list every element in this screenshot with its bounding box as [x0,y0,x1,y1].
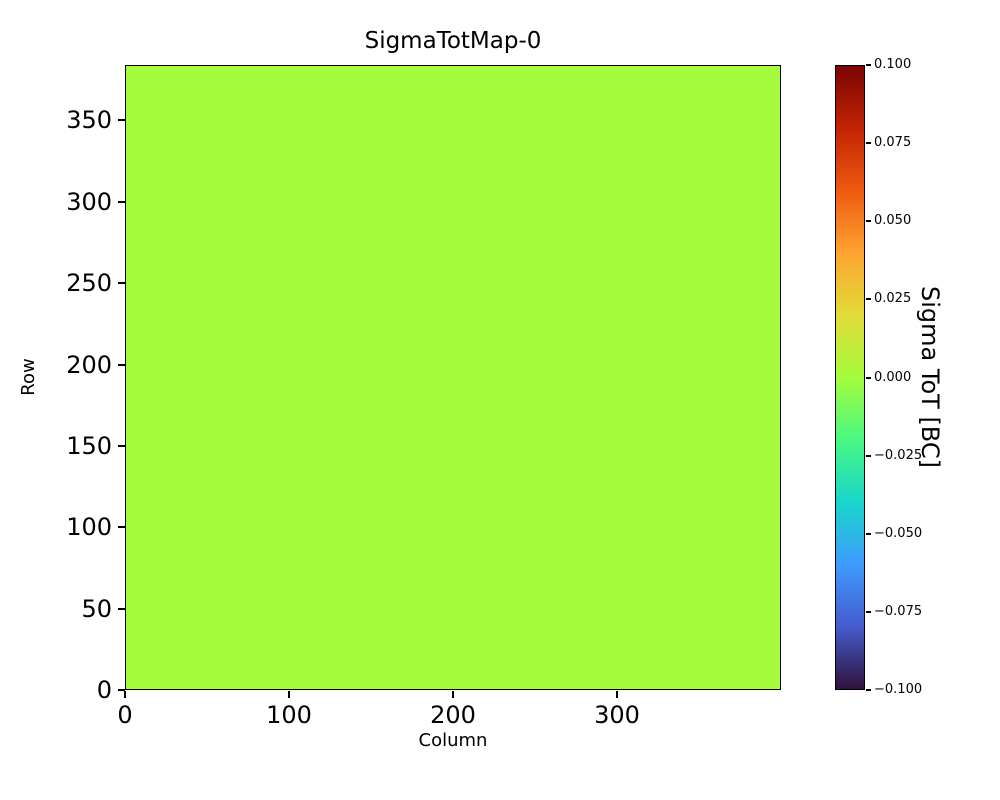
y-tick-label: 200 [66,351,112,379]
x-tick-mark [616,691,618,698]
colorbar-label: Sigma ToT [BC] [916,286,944,468]
y-tick-mark [118,608,125,610]
y-tick-mark [118,689,125,691]
colorbar-tick-label: 0.000 [874,370,912,385]
x-tick-mark [288,691,290,698]
y-tick-mark [118,282,125,284]
colorbar-tick-mark [866,220,871,222]
colorbar-tick-mark [866,455,871,457]
y-tick-label: 0 [96,676,112,704]
x-tick-label: 0 [117,701,133,729]
colorbar-tick-label: −0.050 [874,526,923,541]
colorbar-tick-label: 0.075 [874,135,912,150]
colorbar-tick-label: 0.100 [874,57,912,72]
y-tick-label: 350 [66,106,112,134]
colorbar [835,65,865,690]
colorbar-tick-mark [866,142,871,144]
heatmap-area [125,65,781,690]
colorbar-tick-mark [866,64,871,66]
colorbar-tick-label: −0.075 [874,604,923,619]
plot-title: SigmaTotMap-0 [364,28,542,54]
x-tick-label: 200 [430,701,476,729]
y-tick-label: 150 [66,432,112,460]
colorbar-tick-mark [866,377,871,379]
colorbar-tick-mark [866,533,871,535]
colorbar-tick-label: 0.050 [874,213,912,228]
y-tick-label: 50 [81,595,112,623]
colorbar-tick-label: −0.025 [874,448,923,463]
colorbar-tick-label: 0.025 [874,291,912,306]
colorbar-tick-label: −0.100 [874,682,923,697]
y-tick-label: 300 [66,188,112,216]
y-tick-label: 100 [66,513,112,541]
colorbar-tick-mark [866,611,871,613]
x-tick-mark [452,691,454,698]
x-axis-label: Column [418,730,488,751]
colorbar-tick-mark [866,689,871,691]
y-tick-label: 250 [66,269,112,297]
colorbar-gradient [836,66,864,689]
y-tick-mark [118,201,125,203]
y-tick-mark [118,445,125,447]
x-tick-label: 100 [266,701,312,729]
x-tick-label: 300 [594,701,640,729]
colorbar-tick-mark [866,298,871,300]
y-tick-mark [118,526,125,528]
y-tick-mark [118,119,125,121]
x-tick-mark [124,691,126,698]
y-tick-mark [118,364,125,366]
